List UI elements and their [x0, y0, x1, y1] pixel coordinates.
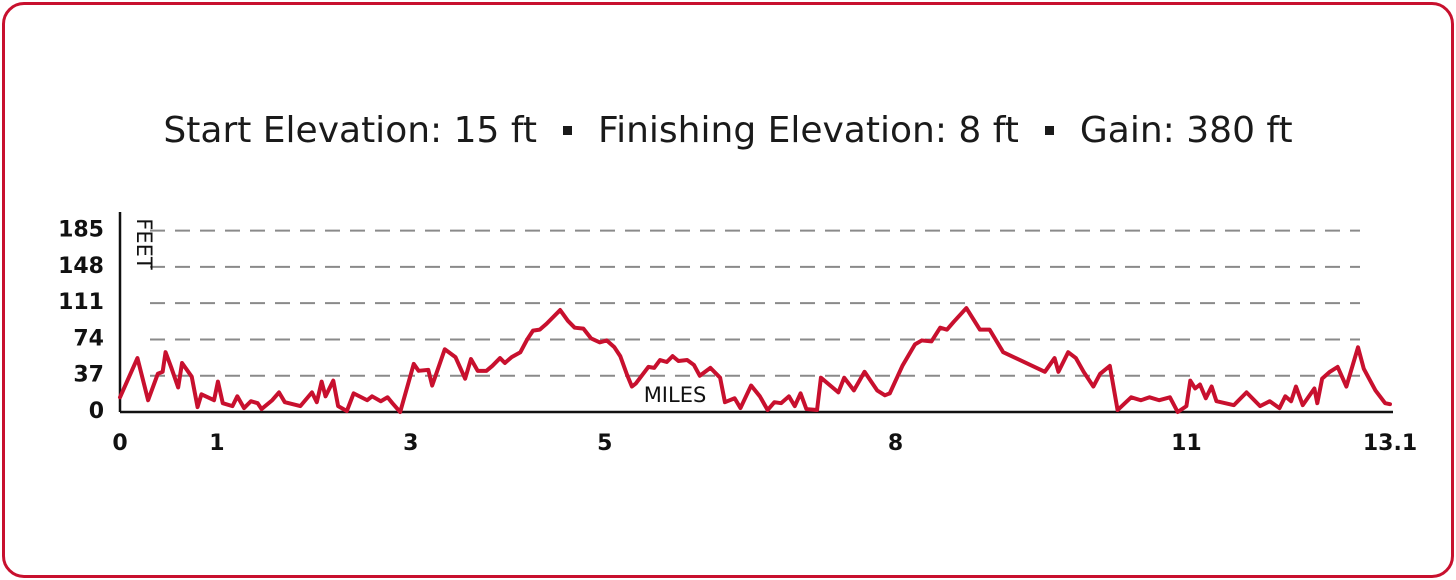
- title-separator: [1044, 126, 1054, 135]
- title-part: Finishing Elevation: 8 ft: [598, 110, 1019, 151]
- x-tick-label: 5: [597, 431, 612, 456]
- y-axis-label: FEET: [132, 218, 156, 270]
- y-tick-label: 37: [73, 363, 104, 388]
- title-part: Start Elevation: 15 ft: [163, 110, 538, 151]
- y-tick-label: 148: [58, 254, 104, 279]
- x-tick-label: 11: [1171, 431, 1202, 456]
- x-tick-label: 3: [403, 431, 418, 456]
- x-tick-label: 8: [888, 431, 903, 456]
- x-tick-label: 0: [112, 431, 127, 456]
- y-tick-label: 185: [58, 218, 104, 243]
- x-tick-label: 13.1: [1363, 431, 1417, 456]
- title-part: Gain: 380 ft: [1079, 110, 1293, 151]
- elevation-line: [118, 306, 1392, 414]
- y-tick-label: 74: [73, 326, 104, 351]
- y-tick-label: 111: [58, 290, 104, 315]
- chart-title: Start Elevation: 15 ft Finishing Elevatio…: [0, 110, 1456, 151]
- y-tick-label: 0: [89, 399, 104, 424]
- title-separator: [563, 126, 573, 135]
- x-tick-label: 1: [209, 431, 224, 456]
- x-axis-label: MILES: [644, 383, 707, 407]
